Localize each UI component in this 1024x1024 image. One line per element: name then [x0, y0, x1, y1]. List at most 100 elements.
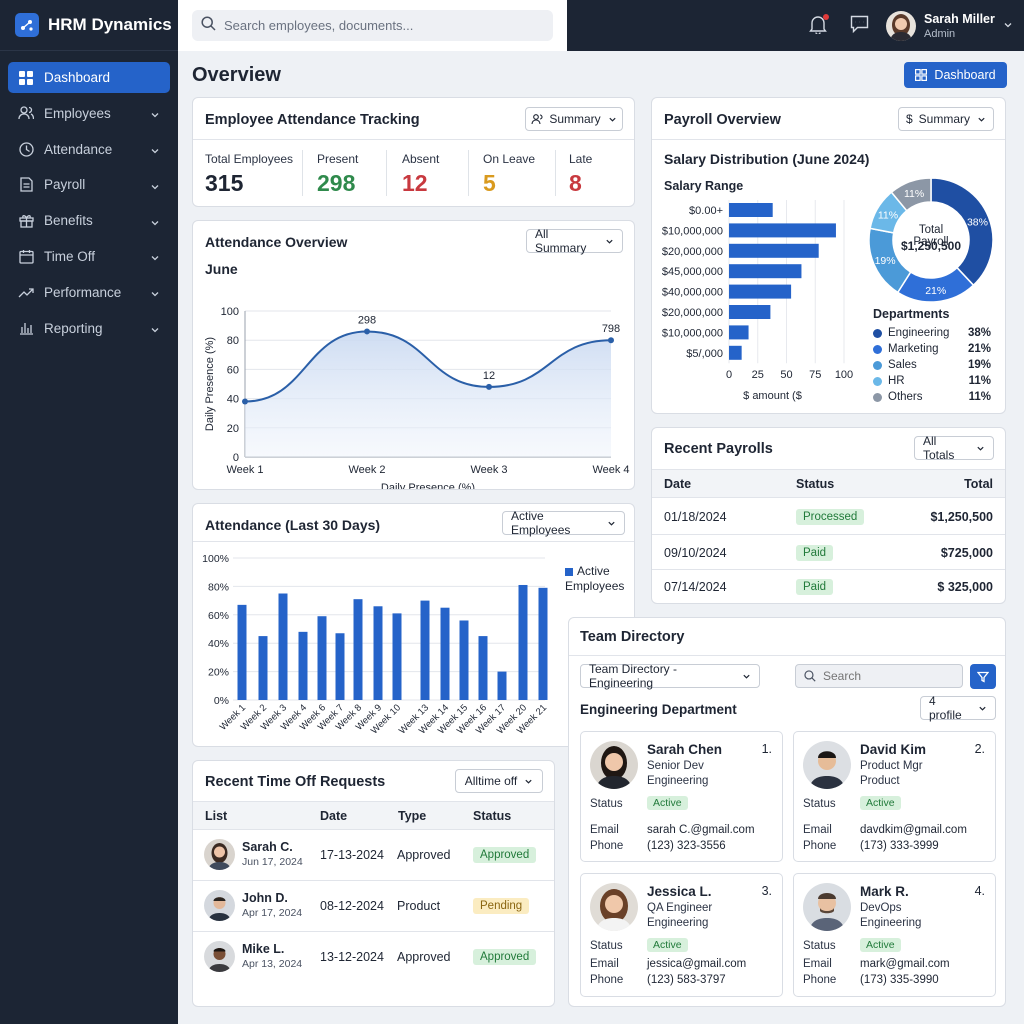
legend-swatch — [873, 328, 882, 338]
directory-search-input[interactable] — [823, 669, 953, 683]
x-tick-label: 50 — [780, 369, 792, 381]
request-date: Apr 17, 2024 — [242, 907, 303, 919]
table-row[interactable]: John D. Apr 17, 2024 08-12-2024 Product … — [193, 881, 554, 932]
sidebar-item-reporting[interactable]: Reporting — [8, 313, 170, 344]
divider — [302, 150, 303, 196]
legend-value: 38% — [967, 327, 991, 339]
status-badge-wrap: Paid — [796, 577, 834, 595]
bar — [420, 600, 430, 700]
sidebar-item-label: Employees — [44, 105, 111, 121]
profiles-dropdown[interactable]: 4 profile — [920, 694, 996, 722]
payroll-total: $725,000 — [940, 546, 993, 560]
legend-label: Engineering — [888, 327, 950, 339]
profile-role: Senior Dev — [647, 760, 704, 772]
leave-date: 13-12-2024 — [320, 950, 384, 964]
stat-label: On Leave — [483, 152, 536, 166]
chevron-down-icon — [150, 323, 160, 333]
profile-email: mark@gmail.com — [860, 958, 950, 970]
leave-date: 17-13-2024 — [320, 848, 384, 862]
status-label: Status — [803, 798, 836, 810]
stat-total-employees: Total Employees 315 — [205, 152, 293, 197]
column-header: Type — [398, 809, 427, 823]
sidebar-item-payroll[interactable]: Payroll — [8, 169, 170, 200]
bar — [392, 613, 402, 700]
profile-card[interactable]: Sarah Chen 1. Senior Dev Engineering Sta… — [580, 731, 783, 862]
profile-card[interactable]: Mark R. 4. DevOps Engineering Status Act… — [793, 873, 996, 997]
brand[interactable]: HRM Dynamics — [0, 0, 178, 51]
alltime-off-dropdown[interactable]: Alltime off — [455, 769, 543, 793]
sidebar-item-employees[interactable]: Employees — [8, 98, 170, 129]
y-tick-label: 100% — [202, 553, 229, 565]
status-badge-wrap: Pending — [473, 896, 530, 914]
status-badge-wrap: Processed — [796, 507, 865, 525]
chevron-down-icon — [150, 251, 160, 261]
chevron-down-icon — [976, 444, 985, 453]
avatar — [803, 741, 851, 789]
payroll-summary-dropdown[interactable]: $ Summary — [898, 107, 994, 131]
message-icon[interactable] — [850, 15, 870, 35]
search-input[interactable] — [224, 18, 544, 33]
user-name: Sarah Miller — [924, 12, 995, 26]
notification-bell-icon[interactable] — [809, 14, 829, 36]
user-menu[interactable]: Sarah Miller Admin — [886, 9, 1016, 43]
data-point — [486, 383, 492, 390]
sidebar-item-dashboard[interactable]: Dashboard — [8, 62, 170, 93]
filter-button[interactable] — [970, 664, 996, 689]
table-row[interactable]: 01/18/2024 Processed $1,250,500 — [652, 499, 1005, 535]
status-badge-wrap: Approved — [473, 845, 537, 863]
table-row[interactable]: 07/14/2024 Paid $ 325,000 — [652, 570, 1005, 603]
y-tick-label: 20% — [208, 667, 229, 679]
table-row[interactable]: Sarah C. Jun 17, 2024 17-13-2024 Approve… — [193, 830, 554, 881]
x-tick-label: Week 4 — [592, 464, 629, 476]
y-tick-label: $45,000,000 — [662, 266, 723, 278]
bar — [729, 223, 836, 238]
stat-label: Absent — [402, 152, 440, 166]
legend-value: 21% — [967, 343, 991, 355]
sidebar-item-attendance[interactable]: Attendance — [8, 134, 170, 165]
attendance-line-chart: 0 20 40 60 80 100 Week 1 298 Week 2 12 Week 3 798 We… — [204, 306, 630, 489]
card-title: Attendance (Last 30 Days) — [205, 517, 381, 533]
all-totals-dropdown[interactable]: All Totals — [914, 434, 994, 462]
table-row[interactable]: Mike L. Apr 13, 2024 13-12-2024 Approved… — [193, 932, 554, 983]
chevron-down-icon — [1003, 17, 1013, 35]
dashboard-button[interactable]: Dashboard — [904, 62, 1007, 88]
chevron-down-icon — [150, 216, 160, 226]
y-tick-label: 20 — [227, 423, 239, 435]
y-tick-label: 60 — [227, 364, 239, 376]
bar — [729, 305, 771, 319]
dollar-icon: $ — [905, 112, 913, 126]
directory-search[interactable] — [795, 664, 963, 688]
avatar — [204, 839, 235, 870]
y-tick-label: 40 — [227, 394, 239, 406]
dropdown-label: Summary — [549, 112, 601, 126]
users-icon — [18, 105, 34, 121]
sidebar-item-benefits[interactable]: Benefits — [8, 205, 170, 236]
status-badge: Active — [860, 796, 901, 810]
clock-icon — [18, 141, 34, 157]
sidebar-item-label: Payroll — [44, 177, 86, 193]
y-tick-label: 60% — [208, 610, 229, 622]
gift-icon — [18, 213, 34, 229]
active-employees-dropdown[interactable]: Active Employees — [502, 509, 625, 537]
status-badge: Paid — [796, 579, 834, 595]
global-search[interactable] — [192, 10, 553, 41]
profile-card[interactable]: Jessica L. 3. QA Engineer Engineering St… — [580, 873, 783, 997]
legend-label: Sales — [888, 359, 917, 371]
table-row[interactable]: 09/10/2024 Paid $725,000 — [652, 535, 1005, 570]
profile-card[interactable]: David Kim 2. Product Mgr Product Status … — [793, 731, 996, 862]
employee-name: John D. — [242, 891, 288, 905]
recent-payrolls-card: Recent Payrolls All Totals Date Status T… — [651, 427, 1006, 604]
y-tick-label: $40,000,000 — [662, 287, 723, 299]
y-tick-label: $5/,000 — [686, 348, 723, 360]
legend-label: Employees — [565, 579, 625, 593]
summary-dropdown[interactable]: Summary — [525, 107, 623, 131]
sidebar-item-time-off[interactable]: Time Off — [8, 241, 170, 272]
bar — [459, 620, 469, 700]
sidebar-item-performance[interactable]: Performance — [8, 277, 170, 308]
column-header: Status — [796, 477, 835, 491]
team-filter-dropdown[interactable]: Team Directory - Engineering — [580, 662, 760, 690]
dropdown-label: All Summary — [535, 227, 587, 255]
divider — [193, 139, 634, 140]
profile-email: davdkim@gmail.com — [860, 824, 967, 836]
all-summary-dropdown[interactable]: All Summary — [526, 227, 623, 255]
